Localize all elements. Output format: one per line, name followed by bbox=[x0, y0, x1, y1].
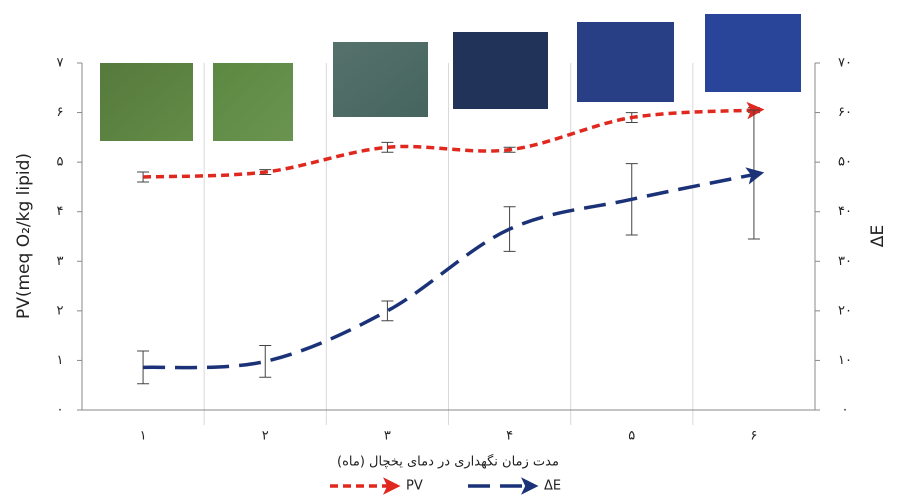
x-tick-label: ۴ bbox=[506, 429, 513, 444]
x-axis-title: مدت زمان نگهداری در دمای یخچال (ماه) bbox=[337, 454, 559, 470]
y-tick-label: ۱ bbox=[57, 353, 64, 368]
y2-tick-label: ۴۰ bbox=[838, 204, 852, 219]
swatch bbox=[577, 22, 674, 102]
swatch bbox=[453, 32, 548, 109]
y2-tick-label: ۵۰ bbox=[838, 155, 852, 170]
y-axis-title: PV(meq O₂/kg lipid) bbox=[14, 153, 34, 319]
y2-axis-title: ΔE bbox=[868, 225, 888, 247]
x-tick-label: ۲ bbox=[262, 429, 269, 444]
y2-tick-label: ۳۰ bbox=[838, 254, 852, 269]
y-tick-label: ۴ bbox=[57, 204, 64, 219]
y2-tick-label: ۱۰ bbox=[838, 353, 852, 368]
swatch bbox=[333, 42, 428, 117]
y-tick-label: ۵ bbox=[57, 155, 64, 170]
y-tick-label: ۷ bbox=[57, 56, 64, 71]
color-swatches bbox=[100, 14, 801, 141]
x-tick-label: ۵ bbox=[628, 429, 635, 444]
y2-tick-label: ۶۰ bbox=[838, 105, 852, 120]
y2-tick-label: ۲۰ bbox=[838, 303, 852, 318]
y2-tick-label: ۰ bbox=[842, 403, 849, 418]
x-tick-label: ۱ bbox=[140, 429, 147, 444]
legend-label: PV bbox=[406, 479, 423, 494]
swatch bbox=[100, 63, 193, 141]
x-tick-label: ۶ bbox=[750, 429, 757, 444]
y-tick-label: ۳ bbox=[57, 254, 64, 269]
error-bar bbox=[381, 301, 393, 321]
swatch bbox=[213, 63, 293, 141]
x-tick-label: ۳ bbox=[384, 429, 391, 444]
y-tick-label: ۶ bbox=[57, 105, 64, 120]
swatch bbox=[705, 14, 801, 92]
chart: PV(meq O₂/kg lipid) ΔE مدت زمان نگهداری … bbox=[0, 0, 897, 495]
y-tick-label: ۰ bbox=[57, 403, 64, 418]
error-bar bbox=[259, 346, 271, 378]
legend-label: ΔE bbox=[544, 479, 561, 494]
y2-tick-label: ۷۰ bbox=[838, 56, 852, 71]
y-tick-label: ۲ bbox=[57, 303, 64, 318]
